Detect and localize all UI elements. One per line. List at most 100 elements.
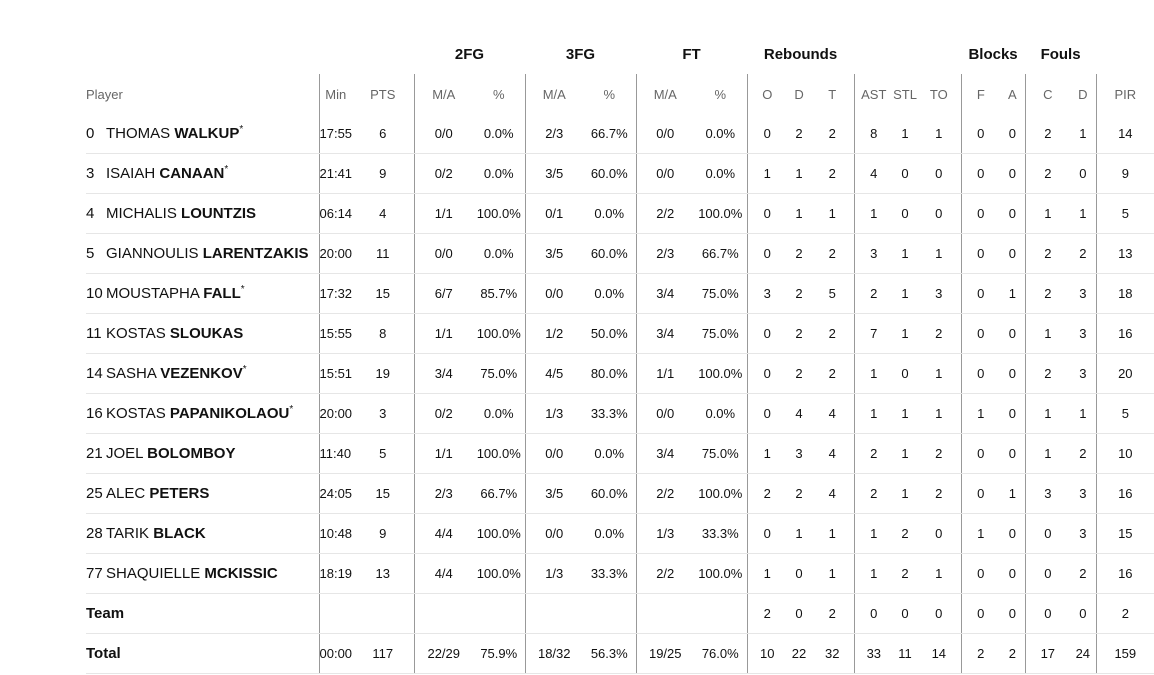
col-ast: AST — [853, 74, 894, 114]
stat-min: 20:00 — [318, 393, 352, 434]
player-first-name: SASHA — [106, 365, 157, 382]
player-name-link[interactable]: MOUSTAPHA FALL* — [106, 284, 245, 302]
player-name-link[interactable]: KOSTAS PAPANIKOLAOU* — [106, 404, 294, 422]
player-last-name: MCKISSIC — [204, 565, 278, 582]
player-number: 14 — [86, 365, 103, 382]
stat-2fg-pct: 100.0% — [473, 313, 525, 354]
col-2fg-ma: M/A — [413, 74, 473, 114]
stat-to: 1 — [917, 114, 962, 154]
player-name-link[interactable]: GIANNOULIS LARENTZAKIS — [106, 245, 309, 262]
player-name-link[interactable]: ALEC PETERS — [106, 485, 209, 502]
stat-pir: 2 — [1095, 593, 1154, 634]
stat-ast: 8 — [853, 114, 894, 154]
stat-ft-ma: 0/0 — [635, 114, 694, 154]
stat-pts: 3 — [352, 393, 414, 434]
stat-reb-d: 1 — [787, 193, 812, 234]
stat-2fg-ma: 0/2 — [413, 153, 473, 194]
stat-3fg-pct — [583, 593, 636, 634]
stat-min: 18:19 — [318, 553, 352, 594]
stat-reb-t: 2 — [811, 313, 855, 354]
col-reb-o: O — [746, 74, 788, 114]
player-name-link[interactable]: JOEL BOLOMBOY — [106, 445, 235, 462]
stat-2fg-ma: 1/1 — [413, 193, 473, 234]
col-to: TO — [929, 86, 948, 102]
stat-foul-c: 1 — [1024, 433, 1071, 474]
stat-to: 1 — [917, 233, 962, 274]
stat-reb-t: 2 — [811, 233, 855, 274]
stat-ft-ma: 3/4 — [635, 313, 694, 354]
stat-reb-d: 2 — [787, 114, 812, 154]
stat-pir: 16 — [1095, 473, 1154, 514]
player-name-link[interactable]: TARIK BLACK — [106, 525, 206, 542]
stat-reb-t: 4 — [811, 393, 855, 434]
player-cell: 16 KOSTAS PAPANIKOLAOU* — [86, 393, 319, 434]
stat-to: 2 — [917, 473, 962, 514]
player-name-link[interactable]: KOSTAS SLOUKAS — [106, 325, 243, 342]
stat-reb-d: 0 — [787, 553, 812, 594]
stat-reb-t: 4 — [811, 473, 855, 514]
column-header-row: Player Min PTS M/A % M/A % M/A % O D T A… — [86, 74, 1154, 114]
stat-3fg-pct: 0.0% — [583, 273, 636, 314]
stat-reb-o: 0 — [746, 353, 788, 394]
col-blk-f: F — [960, 74, 1001, 114]
stat-ft-ma: 1/1 — [635, 353, 694, 394]
stat-ast: 0 — [853, 593, 894, 634]
stat-foul-c: 2 — [1024, 153, 1071, 194]
box-score-table: 2FG 3FG FT Rebounds Blocks Fouls Player … — [86, 34, 1154, 674]
table-row: 5 GIANNOULIS LARENTZAKIS 20:00 11 0/0 0.0% 3/5… — [86, 233, 1154, 274]
stat-blk-f: 0 — [960, 233, 1001, 274]
stat-ft-pct: 75.0% — [694, 313, 748, 354]
stat-pir: 18 — [1095, 273, 1154, 314]
stat-3fg-pct: 50.0% — [583, 313, 636, 354]
starter-marker: * — [240, 284, 245, 295]
player-name-link[interactable]: ISAIAH CANAAN* — [106, 164, 229, 182]
stat-reb-d: 4 — [787, 393, 812, 434]
stat-foul-c: 2 — [1024, 114, 1071, 154]
stat-blk-f: 0 — [960, 273, 1001, 314]
player-last-name: FALL — [203, 285, 241, 302]
player-number: 16 — [86, 405, 103, 422]
stat-min: 21:41 — [318, 153, 352, 194]
stat-reb-t: 2 — [811, 114, 855, 154]
player-name-link[interactable]: SASHA VEZENKOV* — [106, 364, 247, 382]
stat-to: 2 — [917, 433, 962, 474]
starter-marker: * — [289, 404, 294, 415]
stat-foul-d: 2 — [1070, 433, 1097, 474]
table-row: 14 SASHA VEZENKOV* 15:51 19 3/4 75.0% 4/5 80.0%… — [86, 353, 1154, 394]
starter-marker: * — [224, 164, 229, 175]
col-pir: PIR — [1095, 74, 1154, 114]
stat-foul-d: 1 — [1070, 114, 1097, 154]
stat-3fg-ma: 3/5 — [524, 153, 583, 194]
player-cell: 0 THOMAS WALKUP* — [86, 114, 319, 154]
stat-blk-a: 2 — [1000, 633, 1026, 674]
stat-blk-a: 0 — [1000, 313, 1026, 354]
player-first-name: SHAQUIELLE — [106, 565, 201, 582]
stat-foul-c: 2 — [1024, 273, 1071, 314]
stat-2fg-pct: 100.0% — [473, 553, 525, 594]
stat-ast: 1 — [853, 353, 894, 394]
player-cell: 25 ALEC PETERS — [86, 473, 319, 514]
stat-blk-f: 0 — [960, 313, 1001, 354]
stat-pir: 20 — [1095, 353, 1154, 394]
stat-ft-ma: 19/25 — [635, 633, 694, 674]
stat-pir: 5 — [1095, 393, 1154, 434]
stat-ft-pct: 0.0% — [694, 114, 748, 154]
stat-reb-d: 3 — [787, 433, 812, 474]
stat-foul-d: 3 — [1070, 353, 1097, 394]
stat-pir: 16 — [1095, 313, 1154, 354]
stat-blk-f: 0 — [960, 553, 1001, 594]
player-name-link[interactable]: SHAQUIELLE MCKISSIC — [106, 565, 278, 582]
stat-reb-o: 0 — [746, 233, 788, 274]
stat-foul-c: 0 — [1024, 513, 1071, 554]
stat-pts: 9 — [352, 513, 414, 554]
stat-2fg-ma: 1/1 — [413, 313, 473, 354]
player-name-link[interactable]: THOMAS WALKUP* — [106, 124, 243, 142]
stat-ft-pct: 66.7% — [694, 233, 748, 274]
starter-marker: * — [242, 364, 247, 375]
stat-reb-d: 2 — [787, 273, 812, 314]
player-name-link[interactable]: MICHALIS LOUNTZIS — [106, 205, 256, 222]
stat-3fg-pct: 0.0% — [583, 433, 636, 474]
col-reb-d: D — [794, 86, 804, 102]
stat-foul-c: 1 — [1024, 193, 1071, 234]
stat-ft-pct: 75.0% — [694, 433, 748, 474]
